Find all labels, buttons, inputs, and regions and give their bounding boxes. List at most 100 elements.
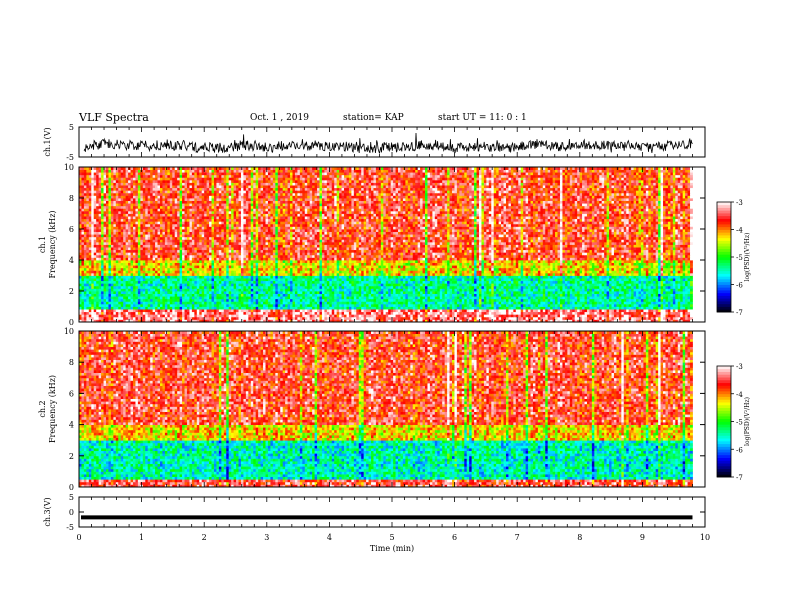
spectrogram-cell xyxy=(435,276,438,279)
spectrogram-cell xyxy=(400,283,403,286)
spectrogram-cell xyxy=(143,304,146,307)
spectrogram-cell xyxy=(442,309,445,312)
spectrogram-cell xyxy=(288,314,291,317)
spectrogram-cell xyxy=(415,307,418,310)
spectrogram-cell xyxy=(506,276,509,279)
spectrogram-cell xyxy=(194,283,197,286)
spectrogram-cell xyxy=(342,314,345,317)
spectrogram-cell xyxy=(459,276,462,279)
spectrogram-cell xyxy=(285,312,288,315)
spectrogram-cell xyxy=(167,299,170,302)
spectrogram-cell xyxy=(501,273,504,276)
spectrogram-cell xyxy=(354,304,357,307)
spectrogram-cell xyxy=(481,273,484,276)
spectrogram-cell xyxy=(263,309,266,312)
spectrogram-cell xyxy=(332,273,335,276)
spectrogram-cell xyxy=(140,273,143,276)
spectrogram-cell xyxy=(135,270,138,273)
spectrogram-cell xyxy=(612,307,615,310)
spectrogram-cell xyxy=(386,288,389,291)
spectrogram-cell xyxy=(661,291,664,294)
spectrogram-cell xyxy=(199,276,202,279)
spectrogram-cell xyxy=(145,299,148,302)
spectrogram-cell xyxy=(418,278,421,281)
spectrogram-cell xyxy=(278,278,281,281)
spectrogram-cell xyxy=(626,317,629,320)
spectrogram-cell xyxy=(513,281,516,284)
spectrogram-cell xyxy=(408,281,411,284)
spectrogram-cell xyxy=(535,307,538,310)
spectrogram-cell xyxy=(263,276,266,279)
spectrogram-cell xyxy=(364,307,367,310)
spectrogram-cell xyxy=(342,281,345,284)
spectrogram-cell xyxy=(378,273,381,276)
spectrogram-cell xyxy=(116,288,119,291)
spectrogram-cell xyxy=(558,294,561,297)
spectrogram-cell xyxy=(477,291,480,294)
spectrogram-cell xyxy=(668,312,671,315)
spectrogram-cell xyxy=(116,301,119,304)
spectrogram-cell xyxy=(329,270,332,273)
spectrogram-cell xyxy=(339,278,342,281)
spectrogram-cell xyxy=(106,307,109,310)
spectrogram-cell xyxy=(339,270,342,273)
spectrogram-cell xyxy=(346,270,349,273)
spectrogram-cell xyxy=(560,278,563,281)
spectrogram-cell xyxy=(319,299,322,302)
spectrogram-cell xyxy=(261,278,264,281)
spectrogram-cell xyxy=(288,283,291,286)
spectrogram-cell xyxy=(268,276,271,279)
spectrogram-cell xyxy=(86,270,89,273)
spectrogram-cell xyxy=(609,286,612,289)
spectrogram-cell xyxy=(516,283,519,286)
spectrogram-cell xyxy=(344,283,347,286)
spectrogram-cell xyxy=(165,314,168,317)
spectrogram-cell xyxy=(626,291,629,294)
spectrogram-cell xyxy=(545,283,548,286)
spectrogram-cell xyxy=(221,317,224,320)
spectrogram-cell xyxy=(648,317,651,320)
spectrogram-cell xyxy=(567,317,570,320)
spectrogram-cell xyxy=(690,276,693,279)
spectrogram-cell xyxy=(658,283,661,286)
spectrogram-cell xyxy=(398,273,401,276)
spectrogram-cell xyxy=(197,301,200,304)
spectrogram-cell xyxy=(523,291,526,294)
spectrogram-cell xyxy=(356,278,359,281)
spectrogram-cell xyxy=(283,312,286,315)
spectrogram-cell xyxy=(180,294,183,297)
spectrogram-cell xyxy=(393,291,396,294)
spectrogram-cell xyxy=(599,276,602,279)
spectrogram-cell xyxy=(602,312,605,315)
spectrogram-cell xyxy=(307,288,310,291)
spectrogram-cell xyxy=(91,283,94,286)
spectrogram-cell xyxy=(150,312,153,315)
spectrogram-cell xyxy=(592,294,595,297)
spectrogram-cell xyxy=(113,278,116,281)
spectrogram-cell xyxy=(216,273,219,276)
spectrogram-cell xyxy=(334,299,337,302)
spectrogram-cell xyxy=(126,281,129,284)
spectrogram-cell xyxy=(155,294,158,297)
spectrogram-cell xyxy=(496,296,499,299)
spectrogram-cell xyxy=(585,307,588,310)
spectrogram-cell xyxy=(268,286,271,289)
spectrogram-cell xyxy=(285,278,288,281)
spectrogram-cell xyxy=(454,291,457,294)
spectrogram-cell xyxy=(425,286,428,289)
spectrogram-cell xyxy=(258,307,261,310)
spectrogram-cell xyxy=(344,281,347,284)
spectrogram-cell xyxy=(638,294,641,297)
spectrogram-cell xyxy=(585,278,588,281)
spectrogram-cell xyxy=(575,312,578,315)
spectrogram-cell xyxy=(373,307,376,310)
spectrogram-cell xyxy=(376,278,379,281)
spectrogram-cell xyxy=(101,312,104,315)
spectrogram-cell xyxy=(602,291,605,294)
spectrogram-cell xyxy=(400,312,403,315)
spectrogram-cell xyxy=(224,314,227,317)
spectrogram-cell xyxy=(626,281,629,284)
spectrogram-cell xyxy=(295,291,298,294)
spectrogram-cell xyxy=(351,286,354,289)
spectrogram-cell xyxy=(81,301,84,304)
